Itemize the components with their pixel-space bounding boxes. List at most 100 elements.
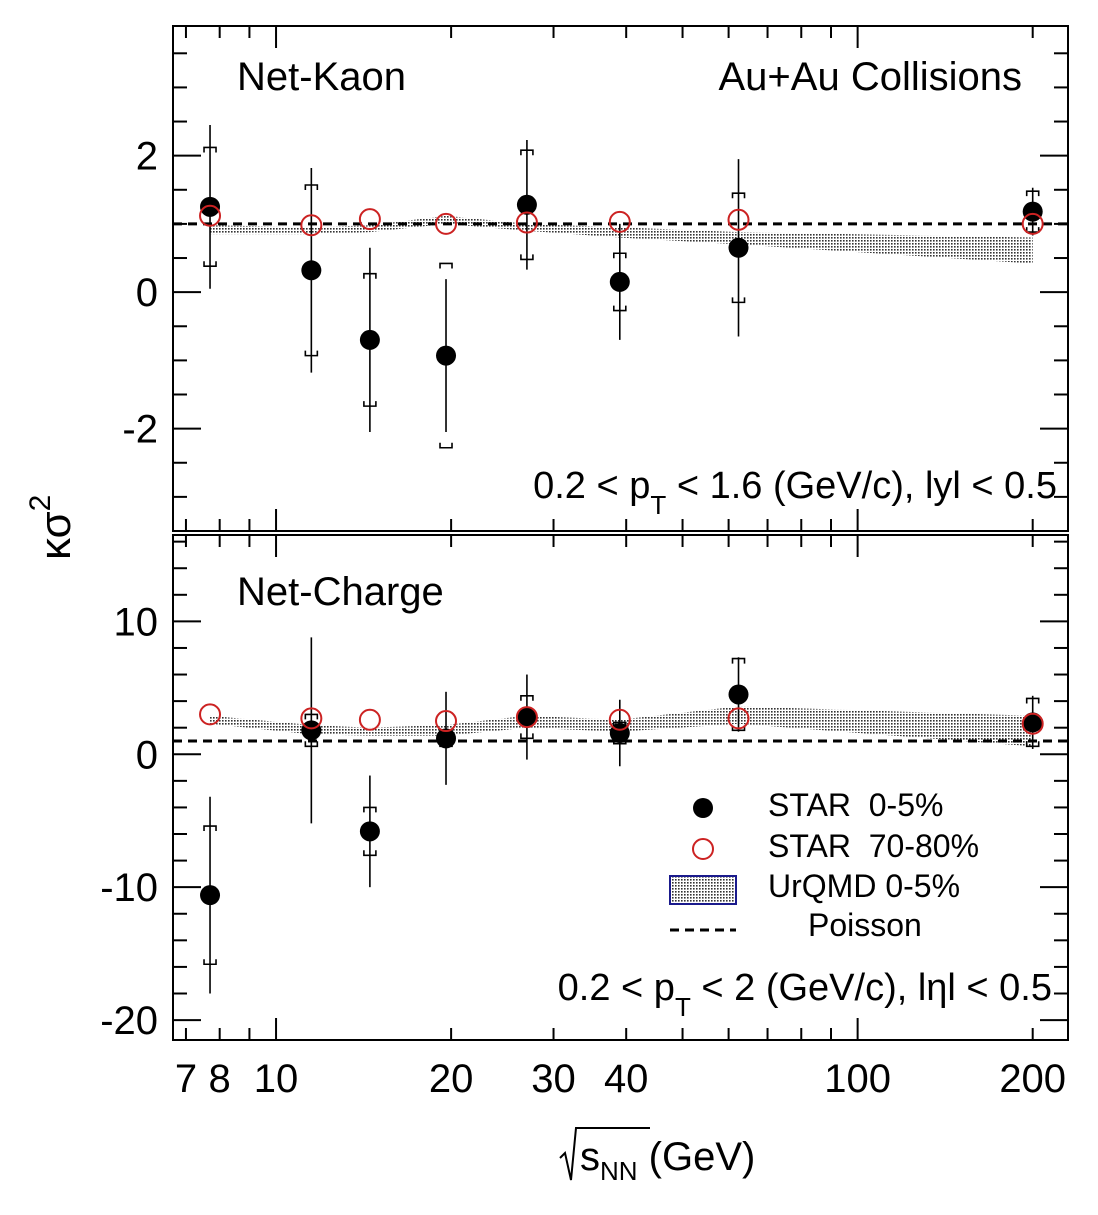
net-kaon-y-tick-label: 0 (136, 271, 158, 315)
net-charge-title: Net-Charge (237, 570, 444, 614)
net-kaon-star-peripheral-point (515, 211, 538, 234)
net-charge-cut-label: 0.2 < pT < 2 (GeV/c), lηl < 0.5 (558, 967, 1052, 1022)
net-charge-star-central-point (516, 707, 537, 728)
net-kaon-star-central-point (728, 237, 749, 258)
net-charge-star-peripheral-point (199, 703, 222, 726)
net-charge-sys-error-cap-high (612, 721, 627, 728)
legend-star-central-label: STAR 0-5% (768, 787, 943, 823)
net-charge-y-tick-label: -10 (100, 866, 158, 910)
x-tick-label: 100 (824, 1057, 891, 1101)
net-kaon-sys-error-cap-low (203, 261, 217, 268)
net-kaon-sys-error-cap-low (363, 401, 377, 407)
legend-star-peripheral-marker (692, 838, 714, 860)
net-kaon-star-peripheral-point (199, 204, 222, 227)
net-kaon-star-central-point (436, 345, 457, 366)
net-kaon-star-central-point (359, 329, 380, 350)
net-charge-y-tick-label: 10 (114, 600, 159, 644)
net-charge-star-central-point (359, 821, 380, 842)
net-charge-star-peripheral-point (608, 708, 631, 731)
net-kaon-star-central-point (1022, 201, 1043, 222)
net-charge-star-central-point (728, 684, 749, 705)
net-kaon-sys-error-cap-low (439, 442, 453, 449)
x-tick-label: 40 (604, 1057, 649, 1101)
net-charge-star-peripheral-point (1021, 712, 1044, 735)
net-kaon-urqmd-band (210, 215, 1033, 264)
net-charge-star-peripheral-point (358, 708, 381, 731)
net-charge-frame (172, 534, 1069, 1041)
net-kaon-sys-error-cap-low (520, 254, 534, 261)
collision-system-label: Au+Au Collisions (719, 55, 1023, 99)
x-tick-label: 10 (254, 1057, 299, 1101)
net-charge-star-peripheral-point (727, 707, 750, 730)
legend-star-peripheral-label: STAR 70-80% (768, 828, 979, 864)
net-kaon-y-ticks: -2 0 2 (122, 52, 1068, 532)
net-charge-star-central-point (200, 885, 221, 906)
net-charge-sys-error-cap-low (304, 741, 319, 748)
net-kaon-sys-error-cap-low (304, 350, 319, 357)
net-charge-sys-error-cap-high (731, 657, 746, 664)
net-kaon-star-central-point (516, 194, 537, 215)
net-kaon-sys-error-cap-high (363, 272, 377, 279)
net-kaon-points (199, 194, 1044, 366)
net-kaon-star-peripheral-point (300, 214, 323, 237)
legend: STAR 0-5% STAR 70-80% UrQMD 0-5% Poisson (669, 787, 979, 943)
net-charge-points (199, 684, 1044, 906)
net-kaon-sys-error-cap-low (1025, 227, 1040, 233)
net-kaon-urqmd-band-area (210, 215, 1033, 264)
net-charge-sys-error-cap-low (1025, 741, 1040, 748)
net-charge-sys-error-cap-high (304, 713, 319, 720)
x-axis-label-main: s (580, 1135, 600, 1179)
x-axis-label-sub: NN (600, 1156, 638, 1186)
net-kaon-star-peripheral-point (727, 208, 750, 231)
net-charge-panel: -20 -10 0 10 Net-Charge 0.2 < pT < 2 (GeV/c… (100, 534, 1069, 1043)
net-charge-sys-error-cap-low (203, 959, 217, 966)
net-charge-sys-error-cap-low (520, 733, 534, 740)
sqrt-sign-icon (559, 1127, 650, 1181)
net-kaon-sys-error-cap-low (731, 297, 746, 304)
legend-star-central-marker (693, 798, 713, 818)
net-kaon-x-ticks (184, 26, 1034, 531)
net-charge-sys-error-cap-low (731, 725, 746, 732)
net-charge-y-tick-label: 0 (136, 733, 158, 777)
net-charge-y-tick-label: -20 (100, 999, 158, 1043)
net-kaon-cut-label: 0.2 < pT < 1.6 (GeV/c), lyl < 0.5 (533, 465, 1057, 520)
net-kaon-sys-error-cap-high (731, 192, 746, 199)
net-kaon-star-peripheral-point (1021, 212, 1044, 235)
net-kaon-y-tick-label: 2 (136, 135, 158, 179)
net-kaon-star-central-point (609, 271, 630, 292)
net-kaon-sys-error-cap-high (203, 146, 217, 153)
net-kaon-sys-error-cap-high (612, 252, 627, 259)
net-kaon-sys-error-cap-high (1025, 190, 1040, 197)
net-kaon-sys-error-cap-high (304, 184, 319, 191)
net-charge-sys-error-cap-high (363, 806, 377, 813)
legend-urqmd-swatch (669, 875, 737, 905)
net-kaon-star-central-point (200, 196, 221, 217)
net-charge-y-ticks: -20 -10 0 10 (100, 540, 1068, 1043)
y-axis-title: κσ2 (24, 495, 80, 560)
net-charge-sys-error-cap-high (203, 825, 217, 832)
net-kaon-star-central-point (301, 260, 322, 281)
net-charge-star-central-point (436, 728, 457, 749)
x-tick-label: 7 (175, 1057, 197, 1101)
x-tick-label: 8 (209, 1057, 231, 1101)
x-axis-label-unit: (GeV) (638, 1135, 756, 1179)
net-charge-sys-error-cap-high (520, 695, 534, 701)
net-kaon-star-peripheral-point (435, 212, 458, 235)
net-kaon-sys-error-cap-high (439, 262, 453, 269)
net-charge-star-peripheral-point (300, 707, 323, 730)
net-kaon-y-tick-label: -2 (122, 408, 158, 452)
legend-urqmd-label: UrQMD 0-5% (768, 868, 960, 904)
net-charge-star-central-point (1022, 712, 1043, 733)
legend-poisson-label: Poisson (808, 907, 922, 943)
x-axis-title: sNN (GeV) (559, 1127, 755, 1186)
net-kaon-title: Net-Kaon (237, 55, 406, 99)
net-charge-star-peripheral-point (435, 710, 458, 733)
net-kaon-frame (172, 25, 1069, 532)
svg-text:sNN (GeV): sNN (GeV) (580, 1135, 755, 1186)
net-charge-sys-error-cap-low (612, 738, 627, 745)
x-tick-label: 20 (429, 1057, 474, 1101)
net-kaon-sys-error-cap-high (520, 149, 534, 156)
net-charge-x-ticks (184, 535, 1034, 1040)
net-kaon-sys-error-cap-low (612, 305, 627, 312)
